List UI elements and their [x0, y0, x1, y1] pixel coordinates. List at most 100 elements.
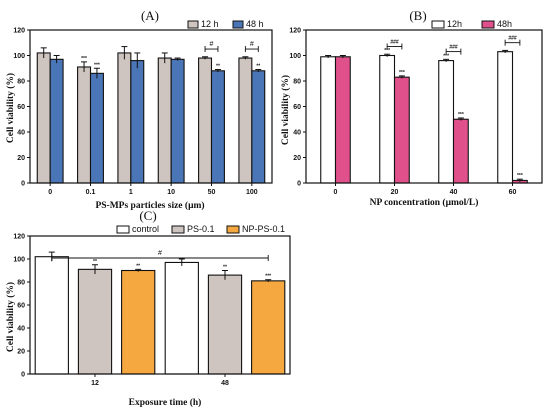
bar — [89, 72, 104, 184]
legend-label: NP-PS-0.1 — [242, 224, 285, 234]
y-tick-label: 100 — [13, 53, 25, 60]
significance-label: *** — [81, 56, 87, 62]
panel-a-x-axis-title: PS-MPs particles size (μm) — [95, 200, 204, 211]
bar — [121, 269, 156, 375]
bar — [210, 70, 225, 184]
panel-b-x-axis-title: NP concentration (μmol/L) — [370, 197, 479, 208]
plot-frame — [305, 29, 543, 184]
y-tick-label: 100 — [13, 257, 25, 264]
plot-frame — [29, 29, 273, 184]
legend-swatch — [481, 20, 495, 29]
significance-label: *** — [265, 274, 271, 280]
bar — [130, 60, 145, 184]
bracket-label: ### — [508, 36, 517, 42]
bar — [497, 51, 514, 184]
legend-swatch — [171, 225, 185, 234]
legend-label: control — [132, 224, 159, 234]
bar — [334, 56, 351, 184]
x-tick-label: 100 — [246, 189, 258, 196]
y-tick-label: 120 — [13, 28, 25, 35]
legend-swatch — [226, 225, 240, 234]
bar — [207, 274, 243, 375]
significance-label: *** — [94, 62, 100, 68]
x-tick-label: 10 — [167, 189, 175, 196]
x-tick-label: 0.1 — [86, 189, 96, 196]
panel-c-title: (C) — [139, 208, 156, 223]
y-tick-label: 40 — [293, 130, 301, 137]
panel-c-y-axis-title: Cell viability (%) — [5, 282, 16, 352]
legend-swatch — [187, 20, 199, 29]
y-tick-label: 120 — [289, 28, 301, 35]
y-tick-label: 0 — [21, 181, 25, 188]
significance-label: *** — [517, 173, 523, 179]
y-tick-label: 40 — [17, 130, 25, 137]
bar — [438, 60, 455, 184]
y-tick-label: 20 — [293, 155, 301, 162]
x-tick-label: 12 — [91, 380, 99, 387]
panel-a-y-axis-title: Cell viability (%) — [5, 73, 16, 143]
panel-b-title: (B) — [409, 8, 426, 23]
x-tick-label: 0 — [334, 189, 338, 196]
significance-label: *** — [458, 112, 464, 118]
significance-label: ** — [136, 263, 140, 269]
y-tick-label: 0 — [297, 181, 301, 188]
y-tick-label: 20 — [17, 349, 25, 356]
bracket-label: # — [158, 250, 162, 257]
x-tick-label: 60 — [509, 189, 517, 196]
plot-frame — [29, 235, 291, 375]
significance-label: ** — [256, 64, 260, 70]
y-tick-label: 80 — [17, 79, 25, 86]
significance-label: *** — [443, 53, 449, 59]
bar — [393, 76, 410, 184]
y-tick-label: 60 — [17, 303, 25, 310]
panel-a-title: (A) — [141, 8, 159, 23]
bar — [117, 52, 132, 184]
panel-b-y-axis-title: Cell viability (%) — [280, 75, 291, 145]
legend-label: 48 h — [246, 19, 264, 29]
legend-swatch — [431, 20, 445, 29]
significance-label: *** — [399, 70, 405, 76]
bar — [77, 66, 92, 184]
bar — [77, 268, 113, 375]
y-tick-label: 60 — [293, 104, 301, 111]
legend-label: PS-0.1 — [187, 224, 215, 234]
legend-swatch — [116, 225, 130, 234]
x-tick-label: 1 — [129, 189, 133, 196]
bar — [164, 261, 199, 375]
y-tick-label: 100 — [289, 53, 301, 60]
y-tick-label: 40 — [17, 326, 25, 333]
significance-label: ** — [93, 259, 97, 265]
x-tick-label: 20 — [391, 189, 399, 196]
x-tick-label: 48 — [221, 380, 229, 387]
panel-c-x-axis-title: Exposure time (h) — [129, 397, 202, 408]
y-tick-label: 60 — [17, 104, 25, 111]
bar — [36, 52, 51, 184]
bracket-label: # — [210, 41, 214, 48]
bar — [49, 58, 64, 184]
x-tick-label: 50 — [208, 189, 216, 196]
y-tick-label: 120 — [13, 234, 25, 241]
bar — [251, 280, 286, 375]
x-tick-label: 40 — [450, 189, 458, 196]
y-tick-label: 20 — [17, 155, 25, 162]
bracket-label: ### — [390, 40, 399, 46]
y-tick-label: 80 — [17, 280, 25, 287]
x-tick-label: 0 — [48, 189, 52, 196]
legend-swatch — [232, 20, 244, 29]
bar — [251, 70, 266, 184]
bar — [198, 57, 213, 184]
legend-label: 12h — [447, 19, 462, 29]
bar — [379, 54, 396, 184]
bar — [157, 57, 172, 184]
significance-label: ** — [223, 265, 227, 271]
y-tick-label: 0 — [21, 372, 25, 379]
y-tick-label: 80 — [293, 79, 301, 86]
legend-label: 12 h — [201, 19, 219, 29]
bracket-label: # — [250, 41, 254, 48]
significance-label: ** — [216, 64, 220, 70]
bar — [34, 256, 69, 375]
